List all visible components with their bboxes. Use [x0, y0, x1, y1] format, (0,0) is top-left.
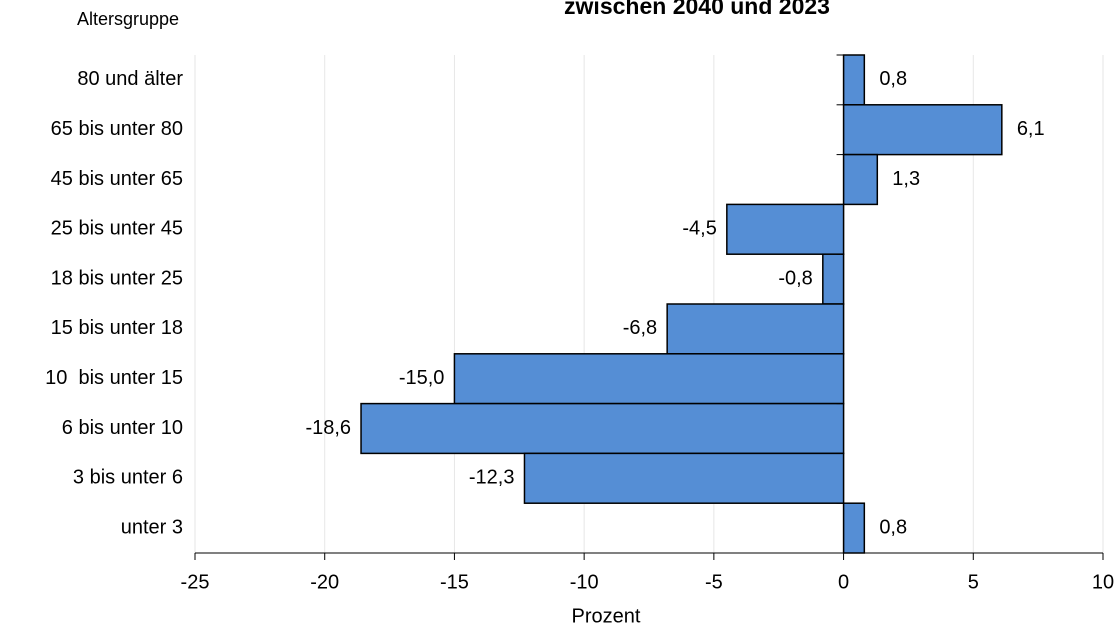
- bar: [666, 303, 845, 355]
- y-tick-label: 65 bis unter 80: [51, 118, 183, 140]
- bar: [523, 452, 845, 504]
- value-label: 6,1: [1017, 118, 1045, 140]
- value-label: 0,8: [879, 68, 907, 90]
- y-tick-label: 3 bis unter 6: [73, 467, 183, 489]
- x-tick-label: 0: [838, 571, 849, 593]
- y-tick-label: unter 3: [121, 516, 183, 538]
- y-tick-label: 25 bis unter 45: [51, 218, 183, 240]
- value-label: -4,5: [682, 218, 716, 240]
- x-tick-label: -10: [570, 571, 599, 593]
- x-tick-label: -25: [181, 571, 210, 593]
- y-tick-label: 10 bis unter 15: [45, 367, 183, 389]
- y-tick-label: 45 bis unter 65: [51, 168, 183, 190]
- y-tick-label: 6 bis unter 10: [62, 417, 183, 439]
- value-label: -12,3: [469, 467, 515, 489]
- y-tick-label: 15 bis unter 18: [51, 317, 183, 339]
- bar: [453, 353, 845, 405]
- y-axis-title: Altersgruppe: [77, 9, 179, 29]
- x-tick-label: -20: [310, 571, 339, 593]
- value-label: -6,8: [623, 317, 657, 339]
- x-tick-label: -15: [440, 571, 469, 593]
- value-label: 1,3: [892, 168, 920, 190]
- chart-title: zwischen 2040 und 2023: [564, 0, 830, 19]
- bar: [842, 54, 866, 106]
- value-label: -18,6: [305, 417, 351, 439]
- y-tick-label: 80 und älter: [77, 68, 183, 90]
- bar: [822, 253, 845, 305]
- bar: [842, 104, 1003, 156]
- value-label: -0,8: [778, 267, 812, 289]
- bar: [726, 203, 845, 255]
- x-tick-label: 10: [1092, 571, 1114, 593]
- value-label: 0,8: [879, 516, 907, 538]
- y-tick-label: 18 bis unter 25: [51, 267, 183, 289]
- x-tick-label: 5: [968, 571, 979, 593]
- x-axis-title: Prozent: [572, 605, 641, 627]
- x-tick-label: -5: [705, 571, 723, 593]
- bar: [842, 153, 879, 206]
- bar: [360, 402, 845, 455]
- value-label: -15,0: [399, 367, 445, 389]
- bar: [842, 502, 866, 554]
